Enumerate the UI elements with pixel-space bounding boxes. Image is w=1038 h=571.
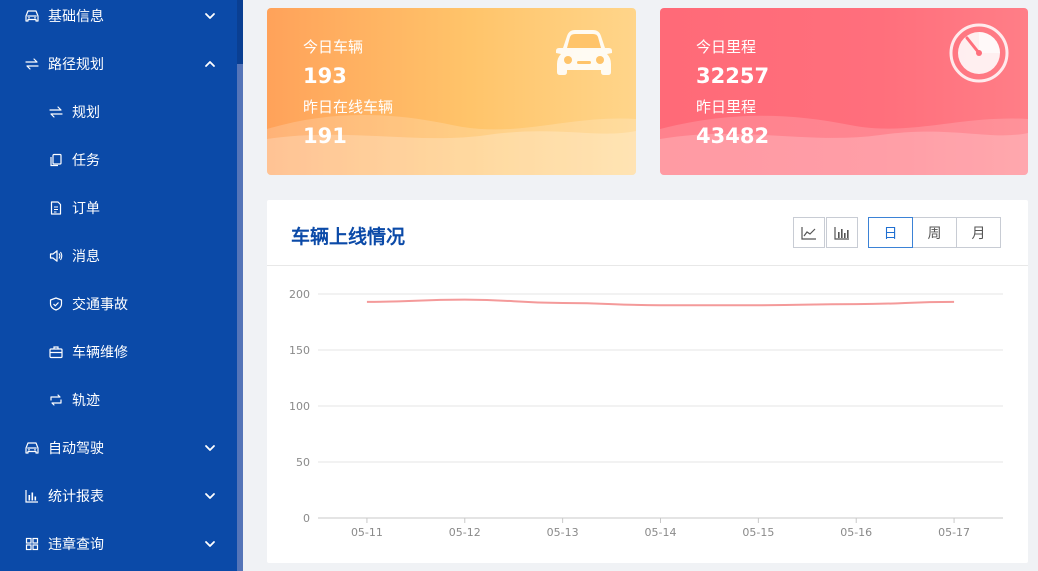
sidebar: 基础信息路径规划规划任务订单消息交通事故车辆维修轨迹自动驾驶统计报表违章查询 xyxy=(0,0,243,571)
y-tick-label: 150 xyxy=(289,344,310,357)
grid-icon xyxy=(24,536,40,552)
car-icon xyxy=(24,8,40,24)
copy-icon xyxy=(48,152,64,168)
sidebar-scrollbar[interactable] xyxy=(237,0,243,571)
bar-chart-icon xyxy=(834,226,849,240)
panel-header: 车辆上线情况 日 周 月 xyxy=(267,200,1028,266)
vehicle-online-line-chart: 0 50 100 150 200 05-11 05-12 05-13 05-14 05-15 05-… xyxy=(289,288,1003,539)
bar-chart-button[interactable] xyxy=(826,217,858,248)
sidebar-item[interactable]: 轨迹 xyxy=(0,376,237,424)
sidebar-item-label: 自动驾驶 xyxy=(48,441,104,457)
route-icon xyxy=(48,104,64,120)
range-month-button[interactable]: 月 xyxy=(956,217,1001,248)
car-icon xyxy=(556,30,612,75)
loop-icon xyxy=(48,392,64,408)
sidebar-item[interactable]: 违章查询 xyxy=(0,520,237,568)
sidebar-item-label: 统计报表 xyxy=(48,489,104,505)
sidebar-item-label: 违章查询 xyxy=(48,537,104,553)
sidebar-item-label: 交通事故 xyxy=(72,297,128,313)
x-tick-label: 05-16 xyxy=(840,526,872,539)
sidebar-item[interactable]: 统计报表 xyxy=(0,472,237,520)
vehicles-yesterday-label: 昨日在线车辆 xyxy=(303,98,394,116)
sidebar-item[interactable]: 车辆维修 xyxy=(0,328,237,376)
sidebar-item[interactable]: 消息 xyxy=(0,232,237,280)
vehicles-today-label: 今日车辆 xyxy=(303,38,364,56)
y-tick-label: 100 xyxy=(289,400,310,413)
y-tick-label: 200 xyxy=(289,288,310,301)
x-tick-label: 05-11 xyxy=(351,526,383,539)
line-chart-button[interactable] xyxy=(793,217,825,248)
vehicle-online-panel: 车辆上线情况 日 周 月 0 50 100 150 200 05-11 05-12 05-13… xyxy=(267,200,1028,563)
vehicles-today-value: 193 xyxy=(303,64,347,88)
y-tick-label: 0 xyxy=(303,512,310,525)
bar-chart-icon xyxy=(24,488,40,504)
mileage-yesterday-label: 昨日里程 xyxy=(696,98,757,116)
mileage-today-label: 今日里程 xyxy=(696,38,757,56)
vehicles-yesterday-value: 191 xyxy=(303,124,347,148)
x-tick-label: 05-13 xyxy=(547,526,579,539)
card-wave-decoration xyxy=(660,115,1028,175)
sidebar-item[interactable]: 自动驾驶 xyxy=(0,424,237,472)
sidebar-item-label: 轨迹 xyxy=(72,393,100,409)
speaker-icon xyxy=(48,248,64,264)
panel-title: 车辆上线情况 xyxy=(291,226,406,248)
sidebar-item-label: 车辆维修 xyxy=(72,345,128,361)
sidebar-item[interactable]: 任务 xyxy=(0,136,237,184)
time-range-group: 日 周 月 xyxy=(868,217,1001,248)
sidebar-item-label: 消息 xyxy=(72,249,100,265)
document-icon xyxy=(48,200,64,216)
chevron-up-icon xyxy=(203,57,217,71)
sidebar-item-label: 基础信息 xyxy=(48,9,104,25)
chevron-down-icon xyxy=(203,489,217,503)
range-week-button[interactable]: 周 xyxy=(912,217,957,248)
mileage-stat-card: 今日里程 32257 昨日里程 43482 xyxy=(660,8,1028,175)
sidebar-item-label: 规划 xyxy=(72,105,100,121)
x-tick-label: 05-15 xyxy=(742,526,774,539)
chevron-down-icon xyxy=(203,537,217,551)
x-tick-label: 05-14 xyxy=(645,526,677,539)
sidebar-item-label: 路径规划 xyxy=(48,57,104,73)
sidebar-item-label: 任务 xyxy=(72,153,100,169)
route-icon xyxy=(24,56,40,72)
y-tick-label: 50 xyxy=(296,456,310,469)
x-tick-label: 05-12 xyxy=(449,526,481,539)
x-tick-label: 05-17 xyxy=(938,526,970,539)
sidebar-item[interactable]: 基础信息 xyxy=(0,0,237,40)
mileage-today-value: 32257 xyxy=(696,64,770,88)
line-chart-icon xyxy=(801,226,816,240)
shield-icon xyxy=(48,296,64,312)
sidebar-item-label: 订单 xyxy=(72,201,100,217)
toolbox-icon xyxy=(48,344,64,360)
sidebar-scrollbar-thumb[interactable] xyxy=(237,64,243,571)
range-day-button[interactable]: 日 xyxy=(868,217,913,248)
chevron-down-icon xyxy=(203,441,217,455)
chevron-down-icon xyxy=(203,9,217,23)
series-line xyxy=(366,298,955,307)
mileage-yesterday-value: 43482 xyxy=(696,124,770,148)
sidebar-item[interactable]: 规划 xyxy=(0,88,237,136)
sidebar-item[interactable]: 交通事故 xyxy=(0,280,237,328)
sidebar-item[interactable]: 订单 xyxy=(0,184,237,232)
card-wave-decoration xyxy=(267,114,636,175)
car-icon xyxy=(24,440,40,456)
vehicles-stat-card: 今日车辆 193 昨日在线车辆 191 xyxy=(267,8,636,175)
speedometer-icon xyxy=(949,23,1009,83)
sidebar-item[interactable]: 路径规划 xyxy=(0,40,237,88)
